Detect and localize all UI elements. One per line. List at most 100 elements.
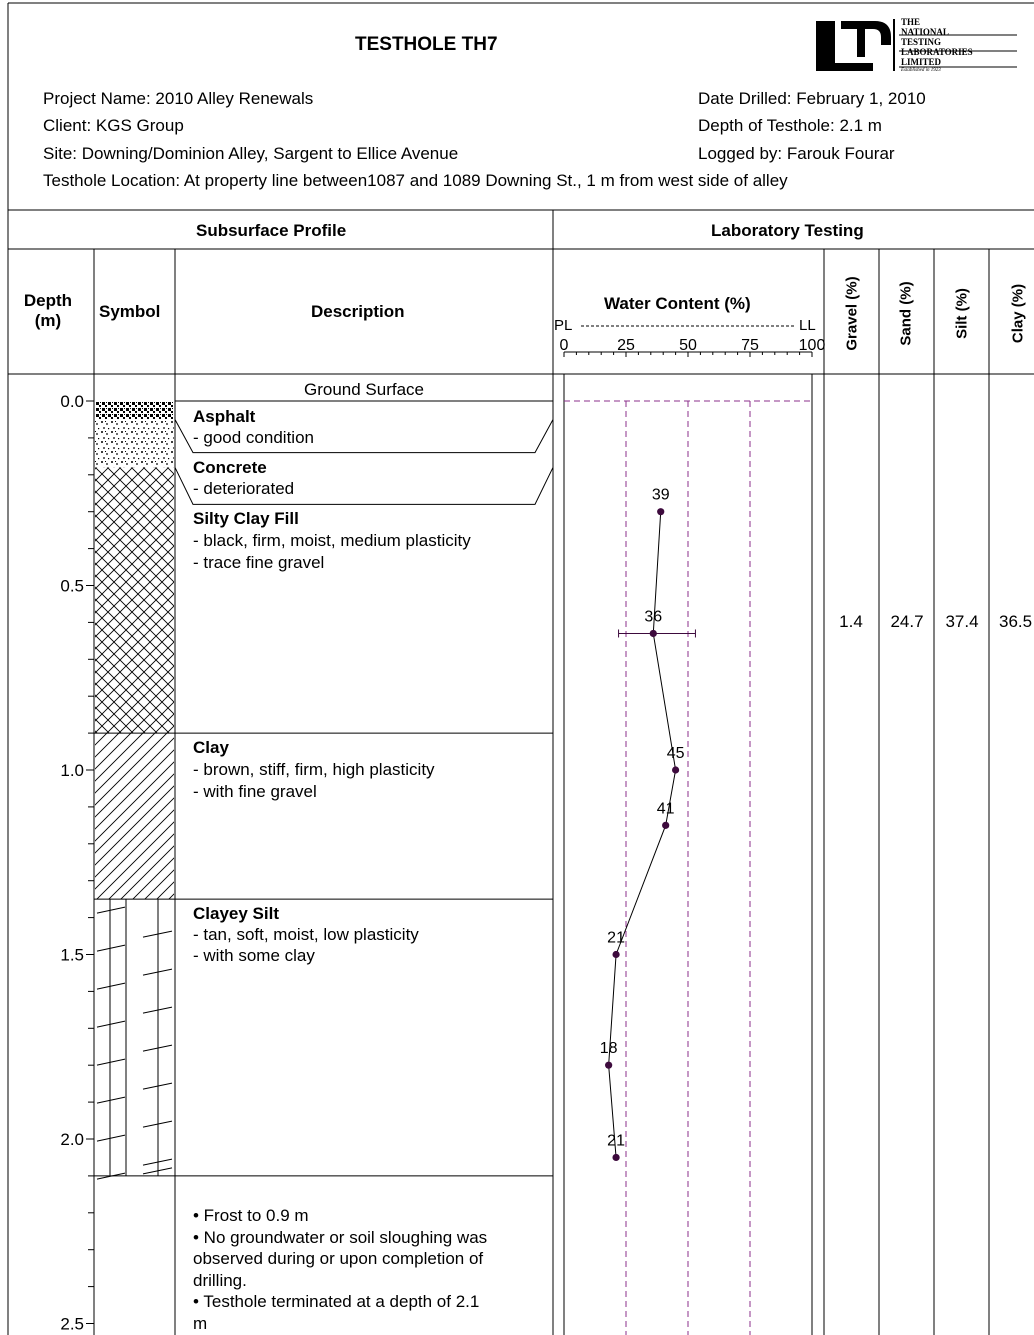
layer-detail: - tan, soft, moist, low plasticity (193, 925, 419, 944)
subsurface-profile-heading: Subsurface Profile (196, 221, 347, 240)
water-content-point (612, 1153, 620, 1162)
water-content-label: 45 (667, 745, 685, 762)
layer-silty-clay-fill: Silty Clay Fill - black, firm, moist, me… (193, 508, 471, 574)
date-drilled: Date Drilled: February 1, 2010 (698, 89, 926, 108)
silty-clay-fill-symbol (95, 467, 174, 734)
note-line: m (193, 1313, 208, 1333)
layer-detail: - black, firm, moist, medium plasticity (193, 531, 471, 550)
clayey-silt-symbol-tick (142, 1167, 173, 1175)
depth-label: 2.0 (60, 1130, 84, 1149)
water-content-point (612, 950, 620, 959)
logo-line-3: TESTING (901, 37, 942, 47)
clayey-silt-symbol-tick (142, 1082, 173, 1090)
water-content-label: 41 (657, 800, 675, 817)
clayey-silt-symbol-tick (142, 968, 173, 976)
water-tick-label: 100 (799, 337, 826, 354)
water-content-label: 18 (600, 1040, 618, 1057)
clay-value: 36.5 (999, 612, 1033, 631)
sand-value: 24.7 (890, 612, 924, 631)
layer-asphalt: Asphalt - good condition (193, 406, 314, 448)
depth-heading-line-1: Depth (23, 291, 73, 310)
water-content-point (605, 1061, 613, 1069)
symbol-column-heading: Symbol (99, 302, 161, 321)
asphalt-boundary-line (174, 419, 554, 454)
water-content-label: 39 (652, 487, 670, 504)
ll-label: LL (799, 317, 816, 334)
clayey-silt-symbol-tick (96, 944, 126, 952)
clayey-silt-symbol-tick (96, 1134, 126, 1142)
site-location: Site: Downing/Dominion Alley, Sargent to… (43, 144, 459, 163)
layer-name: Asphalt (193, 407, 256, 426)
clayey-silt-symbol-tick (142, 1044, 173, 1052)
depth-column-heading: Depth (m) (8, 291, 88, 331)
project-name: Project Name: 2010 Alley Renewals (43, 89, 314, 108)
clayey-silt-symbol-tick (96, 906, 126, 914)
water-content-point (672, 766, 680, 774)
depth-label: 1.5 (60, 946, 84, 965)
water-tick-label: 50 (679, 337, 697, 354)
water-tick-label: 25 (617, 337, 635, 354)
water-content-point (649, 629, 657, 638)
layer-concrete: Concrete - deteriorated (193, 457, 294, 499)
depth-label: 0.5 (60, 577, 84, 596)
clayey-silt-symbol-tick (96, 1058, 126, 1066)
depth-label: 0.0 (60, 392, 84, 411)
water-tick-label: 0 (560, 337, 569, 354)
note-line: observed during or upon completion of (193, 1249, 484, 1268)
layer-name: Clayey Silt (193, 904, 279, 923)
water-content-label: 21 (607, 930, 625, 947)
description-column-heading: Description (311, 302, 405, 321)
clayey-silt-symbol-tick (142, 1006, 173, 1014)
water-content-heading: Water Content (%) (604, 294, 751, 313)
depth-label: 1.0 (60, 761, 84, 780)
water-content-line (608, 511, 677, 1158)
testhole-title: TESTHOLE TH7 (355, 34, 498, 55)
concrete-symbol (95, 419, 174, 468)
laboratory-testing-heading: Laboratory Testing (711, 221, 864, 240)
water-content-label: 36 (644, 608, 662, 625)
gravel-heading: Gravel (%) (843, 276, 861, 351)
layer-clayey-silt: Clayey Silt - tan, soft, moist, low plas… (193, 903, 419, 966)
testhole-location: Testhole Location: At property line betw… (43, 171, 788, 190)
concrete-boundary-line (174, 467, 554, 505)
silt-value: 37.4 (945, 612, 979, 631)
ground-surface-label: Ground Surface (303, 380, 424, 399)
layer-name: Clay (193, 738, 229, 757)
water-content-label: 21 (607, 1132, 625, 1149)
note-line: • Testhole terminated at a depth of 2.1 (193, 1292, 480, 1311)
depth-heading-line-2: (m) (34, 311, 62, 330)
clayey-silt-symbol-tick (96, 1096, 126, 1104)
logo-line-1: THE (901, 17, 921, 27)
logo-mark-icon (816, 19, 1017, 71)
layer-name: Concrete (193, 458, 267, 477)
layer-detail: - brown, stiff, firm, high plasticity (193, 760, 435, 779)
company-logo: THE NATIONAL TESTING LABORATORIES LIMITE… (813, 15, 1018, 75)
depth-label: 2.5 (60, 1315, 84, 1334)
note-line: • No groundwater or soil sloughing was (193, 1227, 488, 1247)
gravel-value: 1.4 (839, 612, 863, 631)
clay-symbol (95, 733, 174, 900)
clayey-silt-symbol-tick (142, 1120, 173, 1128)
logo-line-4: LABORATORIES (901, 47, 973, 57)
water-content-point (662, 821, 670, 829)
testhole-notes: • Frost to 0.9 m • No groundwater or soi… (193, 1205, 487, 1334)
layer-detail: - with some clay (193, 946, 315, 965)
water-content-point (657, 508, 665, 516)
sand-heading: Sand (%) (897, 281, 915, 346)
clayey-silt-symbol-tick (142, 930, 173, 938)
clayey-silt-symbol-tick (96, 1020, 126, 1028)
client-name: Client: KGS Group (43, 116, 184, 135)
logged-by: Logged by: Farouk Fourar (698, 144, 895, 163)
layer-detail: - trace fine gravel (193, 553, 325, 572)
layer-name: Silty Clay Fill (193, 509, 299, 528)
clayey-silt-symbol-tick (142, 1158, 173, 1166)
testhole-depth: Depth of Testhole: 2.1 m (698, 116, 882, 135)
logo-line-2: NATIONAL (901, 27, 949, 37)
silt-heading: Silt (%) (953, 288, 971, 339)
clay-heading: Clay (%) (1009, 283, 1027, 344)
logo-line-5: LIMITED (901, 57, 942, 67)
asphalt-symbol (95, 401, 174, 420)
note-line: • Frost to 0.9 m (193, 1206, 309, 1225)
